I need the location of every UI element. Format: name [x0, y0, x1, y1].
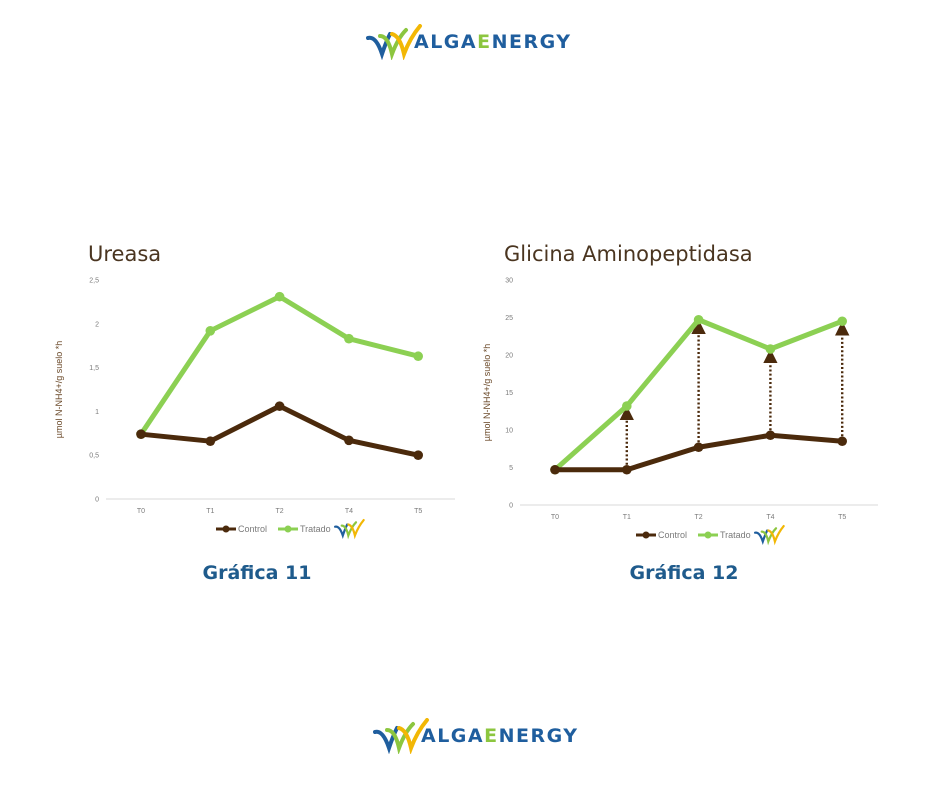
chart-title: Ureasa: [88, 242, 161, 266]
tratado-point: [622, 401, 632, 411]
x-tick-label: T1: [623, 514, 631, 521]
y-tick-label: 5: [509, 465, 513, 472]
glicina-caption: Gráfica 12: [629, 562, 739, 584]
x-tick-label: T2: [276, 508, 284, 515]
control-point: [413, 450, 424, 461]
control-point: [693, 442, 704, 453]
y-tick-label: 1,5: [89, 365, 99, 372]
x-tick-label: T1: [206, 508, 214, 515]
control-point: [205, 436, 216, 446]
brand-suffix: NERGY: [491, 31, 572, 53]
tratado-point: [693, 314, 704, 325]
brand-e: E: [477, 31, 492, 53]
y-tick-label: 15: [505, 390, 513, 397]
x-tick-label: T5: [414, 508, 422, 515]
x-tick-label: T4: [345, 508, 353, 515]
brand-wordmark: ALGAENERGY: [421, 725, 579, 747]
legend-control-marker: [222, 525, 230, 533]
control-point: [136, 429, 146, 439]
x-tick-label: T2: [695, 514, 703, 521]
y-tick-label: 10: [505, 428, 513, 435]
x-tick-label: T5: [838, 514, 846, 521]
legend-tratado-marker: [284, 525, 292, 533]
y-axis-label: µmol N-NH4+/g suelo *h: [54, 341, 64, 438]
control-point: [344, 435, 354, 446]
y-tick-label: 25: [505, 315, 513, 322]
brand-e: E: [484, 725, 499, 747]
legend-tratado-label: Tratado: [300, 524, 331, 534]
tratado-point: [837, 316, 847, 327]
algaenergy-logo-bottom: ALGAENERGY: [373, 718, 579, 754]
legend-wave-icon: [334, 519, 365, 540]
y-axis-label: µmol N-NH4+/g suelo *h: [482, 344, 492, 441]
tratado-point: [205, 326, 216, 336]
legend-control-label: Control: [238, 524, 267, 534]
wave-logo-icon: [366, 24, 422, 60]
y-tick-label: 2: [95, 321, 99, 328]
y-tick-label: 20: [505, 353, 513, 360]
control-point: [837, 436, 847, 447]
ureasa-caption: Gráfica 11: [202, 562, 312, 584]
y-tick-label: 30: [505, 278, 513, 285]
legend-tratado-marker: [704, 531, 712, 539]
ureasa-chart: Ureasa 0 0,5 1 1,5 2 2,5 µmol N-NH4+/g suelo *h…: [54, 242, 455, 540]
control-point: [765, 430, 776, 441]
x-tick-label: T0: [551, 514, 559, 521]
legend-control-marker: [642, 531, 650, 539]
ureasa-chart-wrap: Ureasa 0 0,5 1 1,5 2 2,5 µmol N-NH4+/g suelo *h…: [0, 0, 470, 560]
brand-wordmark: ALGAENERGY: [414, 31, 572, 53]
glicina-chart-wrap: Glicina Aminopeptidasa 0 5 10 15 20 25 30 µmol N…: [482, 242, 878, 546]
control-point: [550, 464, 560, 475]
tratado-point: [413, 351, 424, 362]
y-tick-label: 0,5: [89, 453, 99, 460]
legend-control-label: Control: [658, 530, 687, 540]
brand-prefix: ALGA: [414, 31, 478, 53]
x-tick-label: T4: [766, 514, 774, 521]
chart-title: Glicina Aminopeptidasa: [504, 242, 753, 266]
y-tick-label: 1: [95, 409, 99, 416]
wave-logo-icon: [373, 718, 429, 754]
brand-suffix: NERGY: [498, 725, 579, 747]
glicina-chart: Glicina Aminopeptidasa 0 5 10 15 20 25 30 µmol N…: [482, 242, 878, 546]
y-tick-label: 0: [95, 497, 99, 504]
legend-tratado-label: Tratado: [720, 530, 751, 540]
legend-wave-icon: [754, 525, 785, 546]
x-tick-label: T0: [137, 508, 145, 515]
y-tick-label: 2,5: [89, 278, 99, 285]
control-point: [274, 401, 285, 411]
algaenergy-logo-top: ALGAENERGY: [366, 24, 572, 60]
y-tick-label: 0: [509, 503, 513, 510]
tratado-point: [274, 291, 285, 302]
tratado-point: [765, 344, 776, 354]
brand-prefix: ALGA: [421, 725, 485, 747]
control-point: [622, 464, 632, 475]
tratado-point: [344, 333, 354, 344]
